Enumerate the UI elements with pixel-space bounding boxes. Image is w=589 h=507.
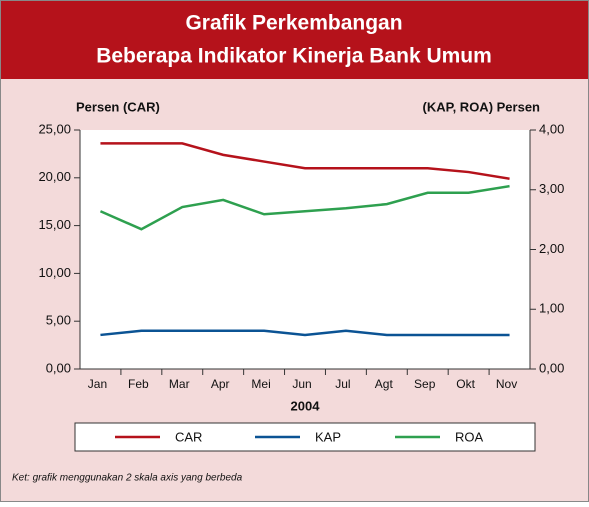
y2-tick-label: 3,00: [539, 181, 564, 196]
y2-axis-title: (KAP, ROA) Persen: [422, 99, 540, 114]
y2-tick-label: 2,00: [539, 241, 564, 256]
legend-label: CAR: [175, 429, 202, 444]
y-tick-label: 10,00: [38, 265, 71, 280]
x-tick-label: Jun: [292, 377, 311, 391]
y2-tick-label: 4,00: [539, 121, 564, 136]
series-line: [100, 142, 510, 180]
y-tick-label: 5,00: [46, 313, 71, 328]
y2-tick-label: 0,00: [539, 360, 564, 375]
x-tick-label: Feb: [128, 377, 149, 391]
y-tick-label: 25,00: [38, 121, 71, 136]
legend-label: ROA: [455, 429, 484, 444]
y-tick-label: 20,00: [38, 169, 71, 184]
x-axis-title: 2004: [291, 398, 321, 413]
x-tick-label: Okt: [456, 377, 475, 391]
chart-title: Grafik Perkembangan: [185, 12, 402, 35]
header: [1, 1, 588, 79]
y-tick-label: 0,00: [46, 360, 71, 375]
plot-area: [80, 130, 530, 369]
x-tick-label: Mar: [169, 377, 190, 391]
y-tick-label: 15,00: [38, 217, 71, 232]
x-tick-label: Jul: [335, 377, 350, 391]
x-tick-label: Sep: [414, 377, 436, 391]
chart-title: Beberapa Indikator Kinerja Bank Umum: [96, 45, 492, 68]
series-line: [100, 329, 510, 337]
note: Ket: grafik menggunakan 2 skala axis yan…: [12, 473, 243, 484]
x-tick-label: Nov: [496, 377, 517, 391]
y2-tick-label: 1,00: [539, 301, 564, 316]
series-line: [99, 184, 510, 231]
x-tick-label: Mei: [251, 377, 270, 391]
x-tick-label: Apr: [211, 377, 230, 391]
x-tick-label: Jan: [88, 377, 107, 391]
x-tick-label: Agt: [375, 377, 394, 391]
y-axis-title: Persen (CAR): [76, 99, 160, 114]
legend-label: KAP: [315, 429, 341, 444]
